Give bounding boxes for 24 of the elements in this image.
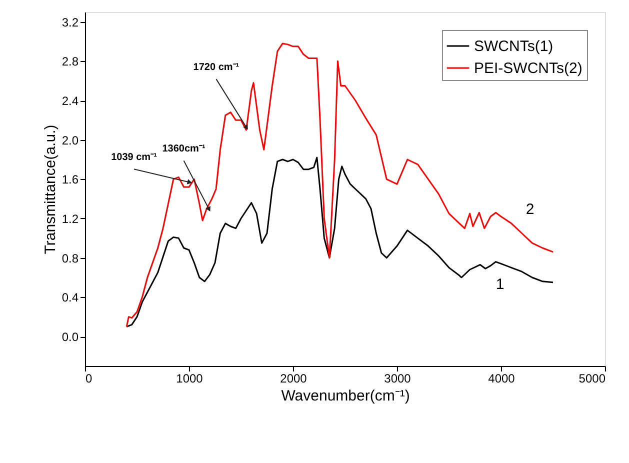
y-tick-label: 2.0 — [62, 133, 79, 148]
x-axis-title: Wavenumber(cm⁻¹) — [281, 388, 410, 404]
annotation: 2 — [526, 201, 534, 218]
legend-label: SWCNTs(1) — [474, 38, 554, 55]
x-tick-label: 3000 — [384, 372, 412, 386]
y-tick-label: 3.2 — [62, 15, 79, 30]
annotation: 1360cm⁻¹ — [162, 144, 206, 155]
x-tick-label: 2000 — [280, 372, 308, 386]
legend-label: PEI-SWCNTs(2) — [474, 60, 582, 77]
annotation: 1039 cm⁻¹ — [111, 152, 158, 164]
y-tick-label: 0.8 — [62, 251, 79, 266]
y-axis-title: Transmittance(a.u.) — [42, 124, 59, 254]
y-tick-label: 2.8 — [62, 54, 79, 69]
y-tick-label: 0.0 — [62, 330, 79, 344]
annotation: 1 — [496, 276, 504, 293]
y-tick-label: 1.2 — [62, 212, 79, 226]
y-tick-label: 0.4 — [62, 290, 79, 305]
y-tick-label: 2.4 — [62, 94, 79, 108]
x-tick-label: 4000 — [488, 372, 516, 386]
x-tick-label: 1000 — [176, 372, 204, 386]
x-tick-label: 5000 — [578, 372, 606, 386]
x-tick-label: 0 — [86, 372, 92, 386]
annotation: 1720 cm⁻¹ — [193, 62, 240, 74]
y-tick-label: 1.6 — [62, 172, 79, 187]
